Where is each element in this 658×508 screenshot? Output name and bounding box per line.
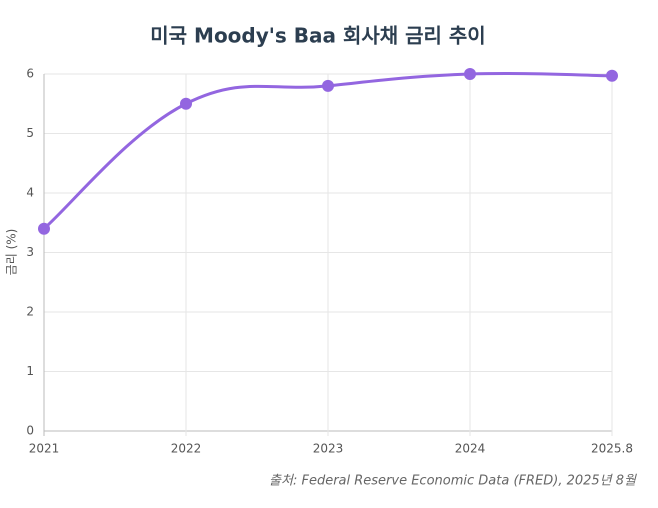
point: [38, 222, 50, 235]
y-tick-label: 3: [26, 245, 34, 259]
chart-title: 미국 Moody's Baa 회사채 금리 추이: [150, 24, 485, 48]
y-tick-label: 6: [26, 67, 34, 81]
line: [43, 71, 613, 230]
y-tick-label: 5: [26, 126, 34, 140]
y-tick-label: 0: [26, 424, 34, 438]
y-tick-label: 4: [26, 186, 34, 200]
source-note: 출처: Federal Reserve Economic Data (FRED)…: [269, 474, 637, 489]
point: [606, 69, 618, 82]
point: [322, 79, 334, 92]
y-tick-label: 2: [26, 305, 34, 319]
x-tick-label: 2024: [455, 442, 486, 456]
x-tick-label: 2022: [171, 442, 202, 456]
x-tick-label: 2023: [313, 442, 344, 456]
x-tick-label: 2021: [29, 442, 60, 456]
point: [180, 97, 192, 110]
x-tick-label: 2025.8: [591, 442, 633, 456]
y-tick-label: 1: [26, 364, 34, 378]
y-axis-label: 금리 (%): [5, 229, 19, 276]
point: [464, 68, 476, 80]
